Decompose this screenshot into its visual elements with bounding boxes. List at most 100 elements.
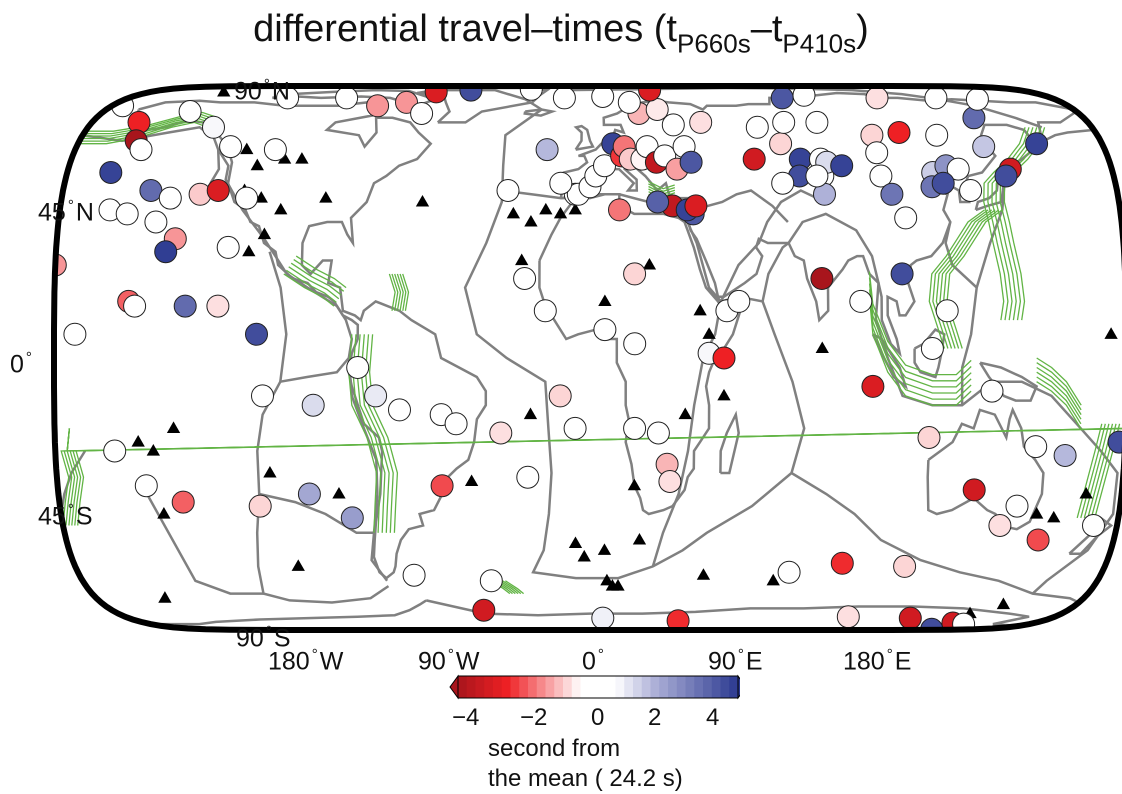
plate-boundary (692, 189, 789, 223)
colorbar-swatch (703, 676, 713, 698)
station-marker (869, 164, 893, 188)
station-marker (366, 94, 390, 118)
volcano-triangle (600, 573, 614, 586)
station-marker (158, 186, 182, 210)
station-marker (154, 240, 178, 264)
map-title: differential travel–times (tP660s–tP410s… (0, 8, 1122, 60)
station-marker (898, 606, 922, 630)
volcano-triangle (464, 474, 479, 487)
colorbar-swatch (668, 676, 678, 698)
station-marker (63, 322, 87, 346)
slab-contour-line (502, 580, 522, 595)
slab-contour-line (85, 111, 216, 132)
station-marker (430, 474, 454, 498)
slab-contour-line (1036, 362, 1082, 411)
volcano-triangle (597, 543, 612, 555)
slab-contour-line (83, 113, 214, 135)
station-marker (772, 110, 796, 134)
station-marker (251, 384, 274, 408)
station-marker (623, 262, 647, 286)
colorbar-swatch (720, 676, 730, 698)
coastline (719, 410, 740, 475)
station-marker (972, 135, 996, 159)
station-marker (946, 157, 970, 181)
coastline (523, 108, 557, 117)
colorbar-swatch (563, 676, 573, 698)
colorbar-tick-neg2: −2 (520, 704, 548, 731)
slab-contour-line (1036, 371, 1082, 420)
colorbar-swatch (528, 676, 538, 698)
volcano-triangle (157, 507, 171, 519)
colorbar-swatch (466, 676, 476, 698)
volcano-triangle (277, 152, 292, 164)
lon-label-0: 0 ° (582, 646, 604, 676)
station-marker (770, 86, 794, 110)
station-marker (810, 267, 834, 290)
volcano-triangle (1079, 487, 1093, 499)
station-marker (980, 379, 1004, 403)
stations (54, 86, 1122, 630)
colorbar-swatch (571, 676, 581, 698)
slab-contour-line (75, 427, 1122, 526)
station-marker (623, 332, 647, 356)
station-marker (988, 514, 1012, 537)
colorbar-min-extend (449, 674, 459, 700)
station-marker (552, 86, 576, 110)
colorbar-swatch (501, 676, 511, 698)
colorbar-swatch (554, 676, 564, 698)
title-sub-p660s: P660s (676, 28, 751, 59)
colorbar-swatch (519, 676, 529, 698)
station-marker (931, 171, 955, 195)
colorbar-swatch (484, 676, 494, 698)
slab-contour-line (869, 295, 972, 400)
colorbar-caption-line2: the mean ( 24.2 s) (488, 765, 683, 792)
station-marker (178, 100, 202, 123)
colorbar-swatch (598, 676, 608, 698)
station-marker (591, 86, 615, 108)
volcano-triangle (291, 559, 305, 571)
station-marker (103, 439, 127, 463)
plate-boundary (82, 125, 389, 582)
station-marker (727, 289, 751, 313)
colorbar-caption-line1: second from (488, 735, 621, 762)
station-marker (472, 598, 496, 622)
volcano-triangle (611, 579, 625, 591)
station-marker (830, 154, 854, 178)
plate-boundary (447, 88, 806, 580)
station-marker (1024, 435, 1048, 459)
volcano-triangle (539, 202, 553, 215)
volcano-triangle (1030, 507, 1044, 519)
slab-contour-line (80, 117, 211, 140)
station-marker (202, 115, 225, 139)
volcano-triangle (678, 407, 692, 420)
coastline (150, 599, 1030, 630)
station-marker (689, 110, 713, 134)
lon-label-90e: 90 °E (708, 646, 763, 676)
slab-contour-line (288, 266, 340, 300)
plate-boundary (145, 493, 264, 595)
colorbar-border (457, 675, 739, 699)
station-marker (479, 569, 503, 593)
station-marker (129, 138, 153, 162)
slab-contour-line (868, 289, 972, 394)
station-marker (645, 98, 669, 121)
volcano-triangle (166, 421, 181, 433)
station-marker (712, 346, 736, 370)
station-marker (894, 206, 918, 230)
station-marker (745, 115, 769, 139)
slab-contours (60, 111, 1122, 595)
slab-contour-line (368, 334, 399, 533)
station-marker (340, 506, 364, 530)
plate-boundary (719, 189, 826, 302)
volcano-triangle (766, 573, 780, 586)
colorbar-swatch (676, 676, 686, 698)
station-marker (658, 470, 682, 493)
colorbar-swatch (545, 676, 555, 698)
colorbar-swatch (659, 676, 669, 698)
station-marker (591, 606, 615, 630)
station-marker (535, 138, 559, 162)
volcano-triangle (696, 568, 711, 580)
station-marker (890, 262, 914, 286)
coastline (538, 193, 744, 516)
station-marker (563, 416, 587, 440)
